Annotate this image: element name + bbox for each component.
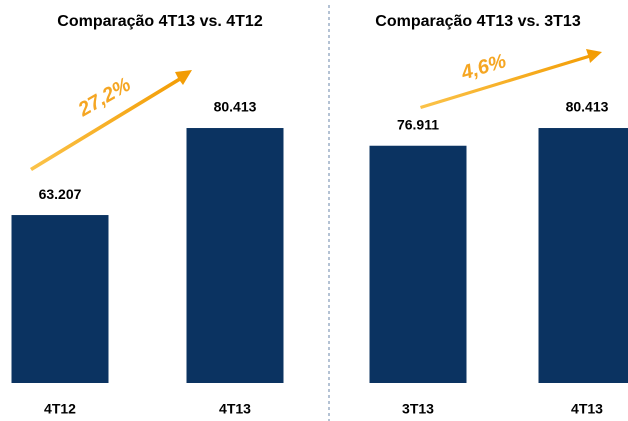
annotation: 27,2% bbox=[74, 74, 135, 122]
x-tick-label: 4T13 bbox=[219, 401, 251, 417]
x-tick-label: 4T13 bbox=[571, 401, 603, 417]
x-tick-label: 4T12 bbox=[44, 401, 76, 417]
value-label: 80.413 bbox=[566, 99, 609, 115]
value-label: 63.207 bbox=[39, 186, 82, 202]
x-tick-label: 3T13 bbox=[402, 401, 434, 417]
value-label: 80.413 bbox=[214, 99, 257, 115]
bar bbox=[186, 128, 284, 383]
chart-title: Comparação 4T13 vs. 3T13 bbox=[375, 13, 581, 30]
bar bbox=[11, 215, 109, 383]
bar bbox=[538, 128, 628, 383]
annotation: 4,6% bbox=[458, 50, 509, 85]
growth-arrow bbox=[30, 49, 602, 171]
chart-title: Comparação 4T13 vs. 4T12 bbox=[57, 13, 263, 30]
bar bbox=[369, 145, 467, 383]
value-label: 76.911 bbox=[397, 116, 439, 132]
